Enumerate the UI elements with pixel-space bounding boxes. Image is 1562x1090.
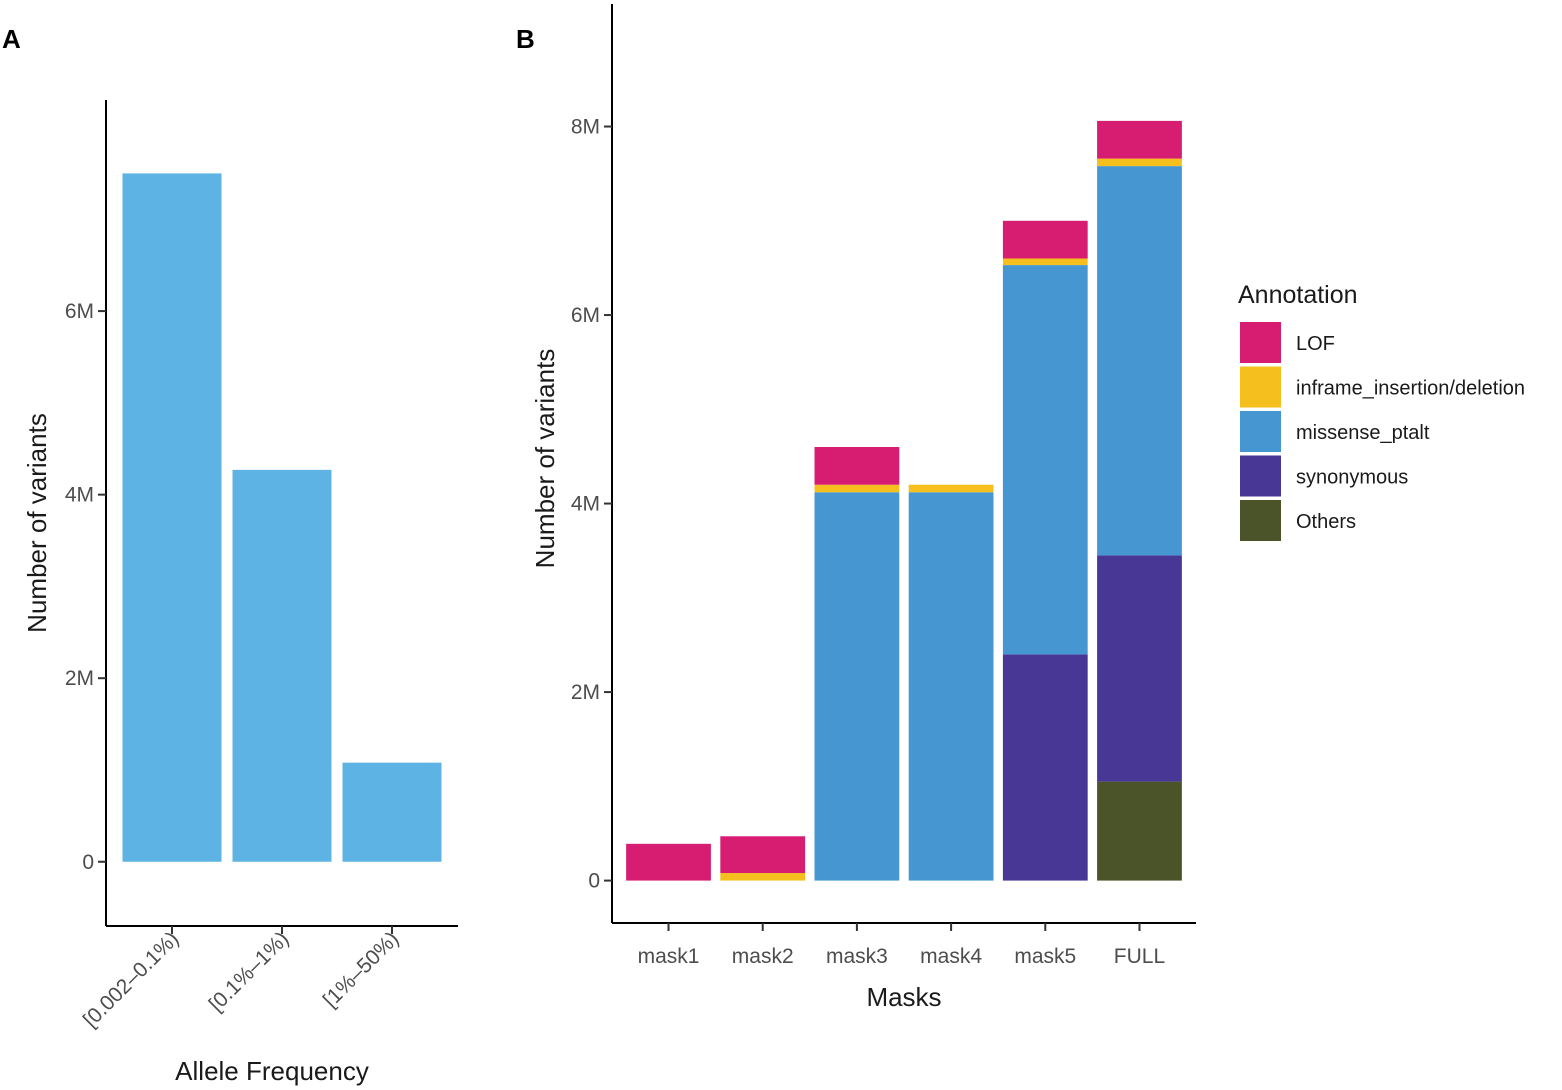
bar-mask4-missense-ptalt bbox=[908, 492, 994, 881]
legend-title: Annotation bbox=[1238, 281, 1358, 309]
panel-a-chart: 0 2M 4M 6M [0.002–0.1%) [0.1%–1%) [1%–50%) Alle… bbox=[22, 100, 458, 1086]
x-tick-label: mask1 bbox=[638, 945, 700, 968]
bar-mask5-missense-ptalt bbox=[1002, 265, 1088, 655]
y-tick-label: 4M bbox=[571, 493, 600, 516]
bar-mask5-lof bbox=[1002, 220, 1088, 259]
bar-mask1-lof bbox=[626, 843, 711, 881]
bar-full-inframe-insertion-deletion bbox=[1097, 158, 1182, 167]
bar-0-1-1 bbox=[232, 469, 332, 862]
y-tick-label: 2M bbox=[65, 667, 94, 690]
x-axis-title: Allele Frequency bbox=[175, 1056, 369, 1086]
legend-label-inframe-insertion-deletion: inframe_insertion/deletion bbox=[1296, 378, 1525, 400]
y-tick-label: 6M bbox=[65, 300, 94, 323]
legend-swatch-others bbox=[1240, 500, 1281, 541]
bar-mask2-lof bbox=[720, 836, 806, 874]
bar-mask5-synonymous bbox=[1002, 654, 1088, 881]
x-tick-label: mask3 bbox=[826, 945, 888, 968]
bar-mask3-lof bbox=[814, 447, 900, 485]
bar-0-002-0-1 bbox=[122, 173, 222, 862]
x-tick-label: FULL bbox=[1114, 945, 1165, 968]
y-tick-label: 6M bbox=[571, 304, 600, 327]
y-tick-label: 0 bbox=[588, 870, 600, 893]
y-tick-label: 2M bbox=[571, 681, 600, 704]
bar-full-missense-ptalt bbox=[1097, 166, 1182, 556]
legend-label-synonymous: synonymous bbox=[1296, 467, 1408, 489]
y-tick-label: 0 bbox=[82, 851, 94, 874]
legend: Annotation LOF inframe_insertion/deletionm… bbox=[1238, 281, 1525, 541]
legend-label-missense-ptalt: missense_ptalt bbox=[1296, 422, 1430, 444]
y-tick-label: 8M bbox=[571, 116, 600, 139]
legend-swatch-inframe-insertion-deletion bbox=[1240, 366, 1281, 408]
legend-swatch-missense-ptalt bbox=[1240, 411, 1281, 452]
bar-mask4-inframe-insertion-deletion bbox=[908, 484, 994, 493]
y-axis-title: Number of variants bbox=[530, 349, 560, 569]
legend-label-lof: LOF bbox=[1296, 333, 1335, 355]
x-axis-title: Masks bbox=[866, 982, 941, 1012]
bar-mask3-missense-ptalt bbox=[814, 492, 900, 881]
x-tick-label: [1%–50%) bbox=[319, 927, 404, 1012]
legend-label-others: Others bbox=[1296, 511, 1356, 533]
x-tick-label: [0.1%–1%) bbox=[205, 927, 294, 1016]
legend-swatch-synonymous bbox=[1240, 455, 1281, 497]
panel-label-b: B bbox=[516, 24, 535, 54]
x-tick-label: mask2 bbox=[732, 945, 794, 968]
x-tick-label: mask4 bbox=[920, 945, 982, 968]
bar-full-others bbox=[1097, 781, 1182, 881]
bar-full-synonymous bbox=[1097, 555, 1182, 782]
bar-mask3-inframe-insertion-deletion bbox=[814, 484, 900, 493]
bar-mask5-inframe-insertion-deletion bbox=[1002, 258, 1088, 266]
bar-full-lof bbox=[1097, 120, 1182, 159]
y-tick-label: 4M bbox=[65, 484, 94, 507]
legend-swatch-lof bbox=[1240, 322, 1281, 363]
panel-b-chart: 0 2M 4M 6M 8M mask1 mask2 mask3 mask4 mask5 FULL Ma… bbox=[530, 4, 1196, 1012]
x-tick-label: mask5 bbox=[1014, 945, 1076, 968]
bar-1-50 bbox=[342, 762, 442, 862]
y-axis-title: Number of variants bbox=[22, 413, 52, 633]
bar-mask2-inframe-insertion-deletion bbox=[720, 873, 806, 881]
x-tick-label: [0.002–0.1%) bbox=[79, 927, 184, 1032]
panel-label-a: A bbox=[2, 24, 21, 54]
